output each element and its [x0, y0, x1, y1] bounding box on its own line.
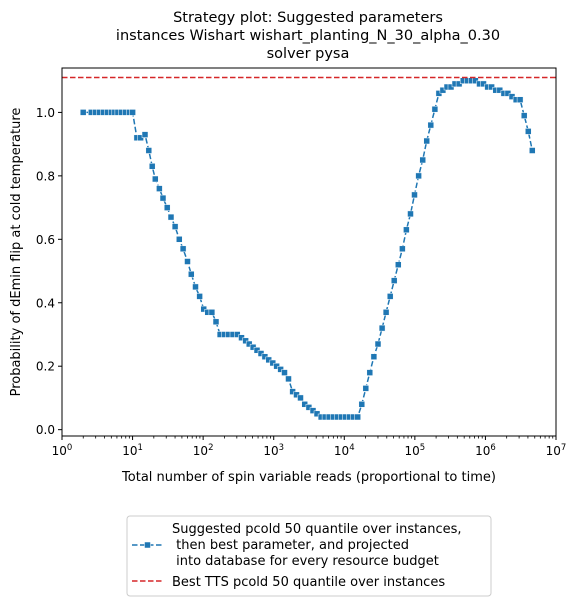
x-axis-label: Total number of spin variable reads (pro… [121, 470, 496, 485]
x-tick-label: 104 [334, 443, 355, 458]
legend-label-best-tts: Best TTS pcold 50 quantile over instance… [172, 575, 445, 590]
data-point [370, 353, 378, 360]
data-point [159, 194, 167, 202]
data-point [525, 128, 532, 135]
data-point [171, 223, 179, 230]
series-layer [62, 76, 556, 421]
title-line-3: solver pysa [267, 46, 350, 62]
data-point [399, 245, 406, 253]
data-point [148, 163, 156, 170]
data-point [419, 156, 426, 164]
data-point [141, 131, 149, 138]
x-axis-ticks: 100 101 102 103 104 105 106 107 [52, 436, 567, 458]
data-point [423, 137, 430, 145]
chart-title: Strategy plot: Suggested parameters inst… [116, 10, 500, 62]
data-point [382, 309, 390, 316]
title-line-1: Strategy plot: Suggested parameters [173, 10, 443, 26]
data-point [354, 413, 361, 421]
data-point [156, 185, 163, 192]
data-point [415, 172, 422, 180]
data-point [390, 277, 398, 284]
y-tick-label: 0.0 [36, 423, 55, 437]
data-point [427, 121, 435, 129]
data-point [152, 175, 159, 183]
y-axis-label: Probability of dEmin flip at cold temper… [9, 108, 24, 397]
data-point [79, 109, 87, 116]
x-tick-label: 103 [263, 443, 284, 458]
y-tick-label: 0.4 [36, 296, 55, 310]
data-point [212, 318, 220, 326]
x-tick-label: 105 [405, 443, 426, 458]
data-point [184, 258, 191, 265]
x-tick-label: 101 [122, 443, 143, 458]
data-point [176, 236, 183, 243]
x-tick-label: 102 [193, 443, 214, 458]
x-tick-label: 100 [52, 443, 73, 458]
y-tick-label: 1.0 [36, 106, 55, 120]
data-point [281, 369, 288, 376]
legend-label-suggested-line-2: then best parameter, and projected [172, 538, 409, 553]
data-point [386, 293, 394, 300]
data-point [374, 340, 382, 348]
plot-area-frame [61, 67, 557, 437]
data-point [208, 309, 216, 316]
title-line-2: instances Wishart wishart_planting_N_30_… [116, 28, 500, 44]
data-point [403, 226, 410, 234]
data-point [431, 105, 439, 113]
data-point [366, 369, 374, 376]
y-tick-label: 0.2 [36, 360, 55, 374]
data-point [285, 375, 292, 383]
data-point [411, 191, 418, 199]
y-tick-label: 0.8 [36, 169, 55, 183]
data-point [358, 401, 366, 408]
x-tick-label: 106 [475, 443, 496, 458]
data-point [192, 283, 199, 291]
data-point [297, 394, 304, 402]
legend-marker-suggested [144, 541, 151, 549]
data-point [145, 147, 153, 154]
data-point [520, 112, 528, 119]
data-point [378, 324, 386, 332]
y-axis-ticks: 0.0 0.2 0.4 0.6 0.8 1.0 [36, 106, 62, 437]
y-tick-label: 0.6 [36, 233, 55, 247]
legend-frame [126, 515, 492, 597]
data-point [196, 293, 203, 300]
legend-label-suggested-line-1: Suggested pcold 50 quantile over instanc… [172, 522, 462, 537]
data-point [529, 147, 536, 154]
data-point [179, 245, 187, 253]
data-point [167, 213, 175, 221]
data-point [407, 210, 414, 218]
x-tick-label: 107 [546, 443, 567, 458]
legend-label-suggested-line-3: into database for every resource budget [172, 554, 439, 569]
legend: Suggested pcold 50 quantile over instanc… [126, 515, 492, 597]
data-point [395, 261, 402, 268]
data-point [129, 109, 136, 116]
data-point [362, 385, 370, 392]
data-point [188, 270, 195, 278]
data-point [163, 204, 171, 211]
data-point [516, 96, 524, 103]
